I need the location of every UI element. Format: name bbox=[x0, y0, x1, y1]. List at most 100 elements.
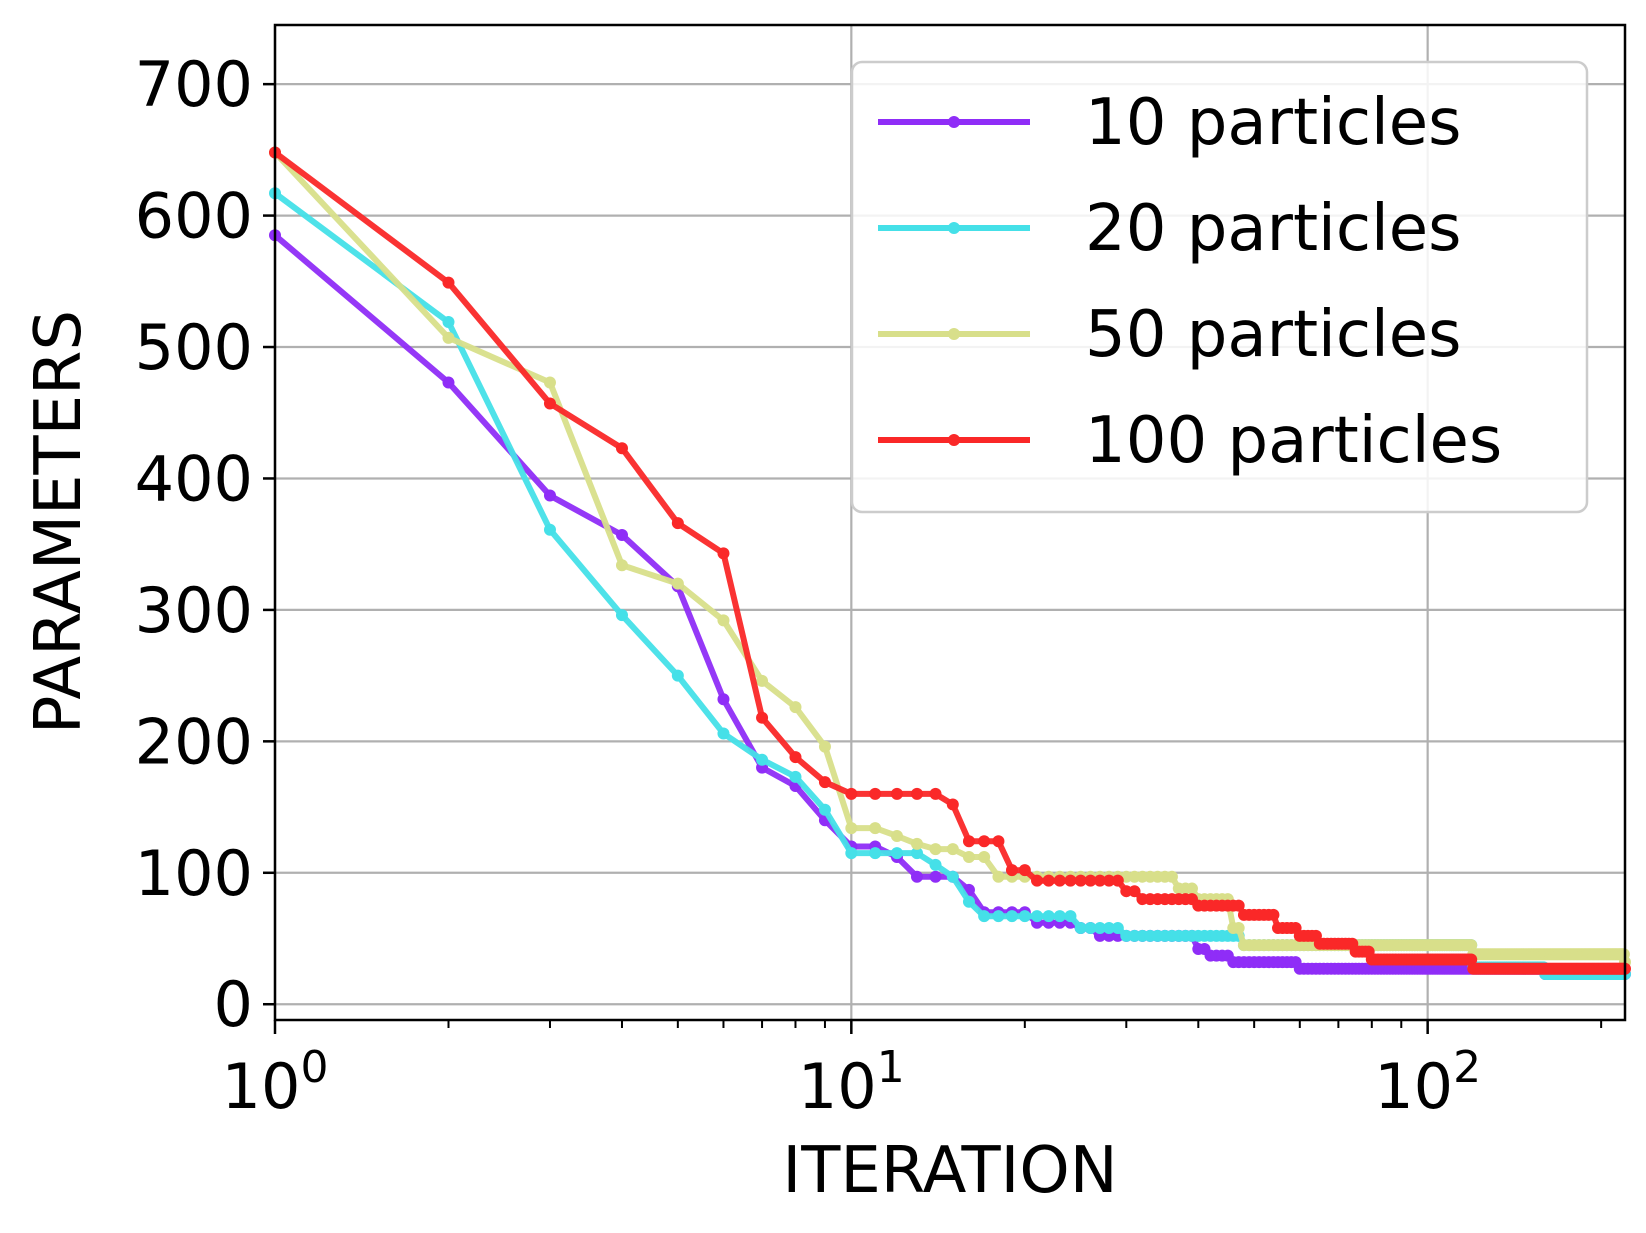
data-point bbox=[1093, 921, 1106, 934]
data-point bbox=[1120, 929, 1133, 942]
data-point bbox=[845, 822, 858, 835]
data-point bbox=[1103, 874, 1116, 887]
data-point bbox=[910, 837, 923, 850]
data-point bbox=[1103, 921, 1116, 934]
data-point bbox=[1031, 910, 1044, 923]
data-point bbox=[910, 847, 923, 860]
data-point bbox=[962, 895, 975, 908]
y-tick-label: 400 bbox=[135, 442, 253, 515]
data-point bbox=[1064, 910, 1077, 923]
data-point bbox=[789, 770, 802, 783]
data-point bbox=[946, 798, 959, 811]
data-point bbox=[442, 316, 455, 329]
data-point bbox=[978, 851, 991, 864]
data-point bbox=[910, 787, 923, 800]
data-point bbox=[962, 851, 975, 864]
data-point bbox=[962, 835, 975, 848]
legend-marker bbox=[948, 222, 960, 234]
data-point bbox=[1053, 910, 1066, 923]
data-point bbox=[1465, 953, 1478, 966]
data-point bbox=[1120, 885, 1133, 898]
y-tick-label: 200 bbox=[135, 705, 253, 778]
x-tick-label: 102 bbox=[1374, 1042, 1481, 1123]
data-point bbox=[890, 847, 903, 860]
data-point bbox=[1232, 921, 1245, 934]
data-point bbox=[1165, 870, 1178, 883]
data-point bbox=[442, 376, 455, 389]
data-point bbox=[992, 870, 1005, 883]
data-point bbox=[543, 523, 556, 536]
x-axis-label: ITERATION bbox=[782, 1134, 1117, 1208]
data-point bbox=[756, 711, 769, 724]
data-point bbox=[1093, 874, 1106, 887]
data-point bbox=[671, 577, 684, 590]
legend-label: 10 particles bbox=[1085, 86, 1462, 160]
y-tick-label: 700 bbox=[135, 48, 253, 121]
data-point bbox=[1005, 864, 1018, 877]
legend-item: 10 particles bbox=[878, 86, 1462, 160]
data-point bbox=[1465, 939, 1478, 952]
y-axis-label: PARAMETERS bbox=[22, 310, 96, 734]
data-point bbox=[671, 669, 684, 682]
data-point bbox=[789, 701, 802, 714]
y-tick-label: 300 bbox=[135, 574, 253, 647]
data-point bbox=[1018, 910, 1031, 923]
data-point bbox=[1042, 874, 1055, 887]
x-tick-label: 100 bbox=[222, 1042, 329, 1123]
legend-label: 100 particles bbox=[1085, 404, 1502, 478]
data-point bbox=[717, 693, 730, 706]
data-point bbox=[717, 547, 730, 560]
series-layer bbox=[269, 146, 1631, 980]
data-point bbox=[1111, 874, 1124, 887]
y-tick-label: 0 bbox=[214, 968, 253, 1041]
data-point bbox=[1185, 882, 1198, 895]
legend-marker bbox=[948, 328, 960, 340]
data-point bbox=[615, 528, 628, 541]
data-point bbox=[717, 727, 730, 740]
data-point bbox=[717, 614, 730, 627]
data-point bbox=[789, 751, 802, 764]
y-tick-label: 600 bbox=[135, 180, 253, 253]
data-point bbox=[1042, 910, 1055, 923]
legend: 10 particles 20 particles 50 particles 100 … bbox=[850, 60, 1589, 514]
data-point bbox=[869, 847, 882, 860]
legend-item: 50 particles bbox=[878, 298, 1462, 372]
data-point bbox=[756, 753, 769, 766]
data-point bbox=[992, 835, 1005, 848]
series-4 bbox=[269, 146, 1631, 975]
data-point bbox=[910, 870, 923, 883]
data-point bbox=[615, 559, 628, 572]
data-point bbox=[1074, 874, 1087, 887]
data-point bbox=[1064, 874, 1077, 887]
legend-marker bbox=[948, 434, 960, 446]
legend-marker bbox=[948, 116, 960, 128]
data-point bbox=[818, 740, 831, 753]
data-point bbox=[1074, 921, 1087, 934]
legend-item: 100 particles bbox=[878, 404, 1502, 478]
legend-box bbox=[850, 60, 1589, 514]
x-tick-label: 101 bbox=[798, 1042, 905, 1123]
data-point bbox=[1232, 899, 1245, 912]
data-point bbox=[818, 776, 831, 789]
y-tick-label: 100 bbox=[135, 837, 253, 910]
data-point bbox=[442, 331, 455, 344]
data-point bbox=[890, 787, 903, 800]
legend-label: 20 particles bbox=[1085, 192, 1462, 266]
data-point bbox=[543, 489, 556, 502]
data-point bbox=[992, 910, 1005, 923]
data-point bbox=[929, 787, 942, 800]
data-point bbox=[890, 829, 903, 842]
data-point bbox=[869, 787, 882, 800]
y-tick-label: 500 bbox=[135, 311, 253, 384]
data-point bbox=[543, 397, 556, 410]
legend-item: 20 particles bbox=[878, 192, 1462, 266]
data-point bbox=[1084, 874, 1097, 887]
data-point bbox=[929, 858, 942, 871]
data-point bbox=[1053, 874, 1066, 887]
data-point bbox=[1128, 885, 1141, 898]
series-3 bbox=[269, 146, 1631, 969]
data-point bbox=[756, 674, 769, 687]
